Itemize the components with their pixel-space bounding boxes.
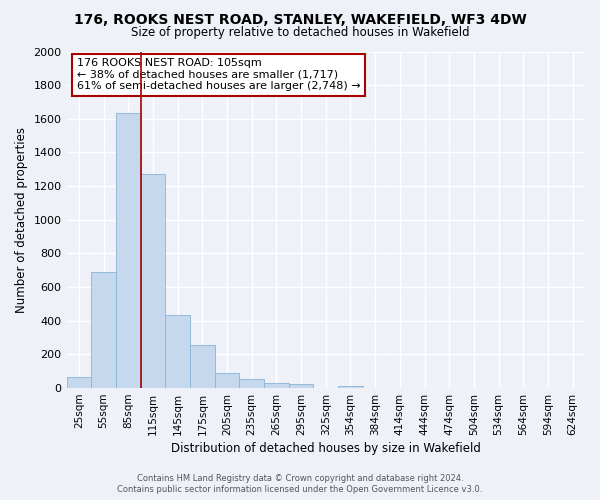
Bar — [239, 380, 264, 388]
Text: 176, ROOKS NEST ROAD, STANLEY, WAKEFIELD, WF3 4DW: 176, ROOKS NEST ROAD, STANLEY, WAKEFIELD… — [74, 12, 526, 26]
Y-axis label: Number of detached properties: Number of detached properties — [15, 127, 28, 313]
Text: Size of property relative to detached houses in Wakefield: Size of property relative to detached ho… — [131, 26, 469, 39]
Bar — [289, 384, 313, 388]
Text: 176 ROOKS NEST ROAD: 105sqm
← 38% of detached houses are smaller (1,717)
61% of : 176 ROOKS NEST ROAD: 105sqm ← 38% of det… — [77, 58, 361, 92]
Bar — [91, 272, 116, 388]
X-axis label: Distribution of detached houses by size in Wakefield: Distribution of detached houses by size … — [171, 442, 481, 455]
Bar — [116, 113, 140, 388]
Bar — [140, 174, 165, 388]
Text: Contains HM Land Registry data © Crown copyright and database right 2024.
Contai: Contains HM Land Registry data © Crown c… — [118, 474, 482, 494]
Bar — [338, 386, 363, 388]
Bar — [264, 382, 289, 388]
Bar — [165, 315, 190, 388]
Bar — [67, 377, 91, 388]
Bar — [190, 345, 215, 388]
Bar — [215, 373, 239, 388]
